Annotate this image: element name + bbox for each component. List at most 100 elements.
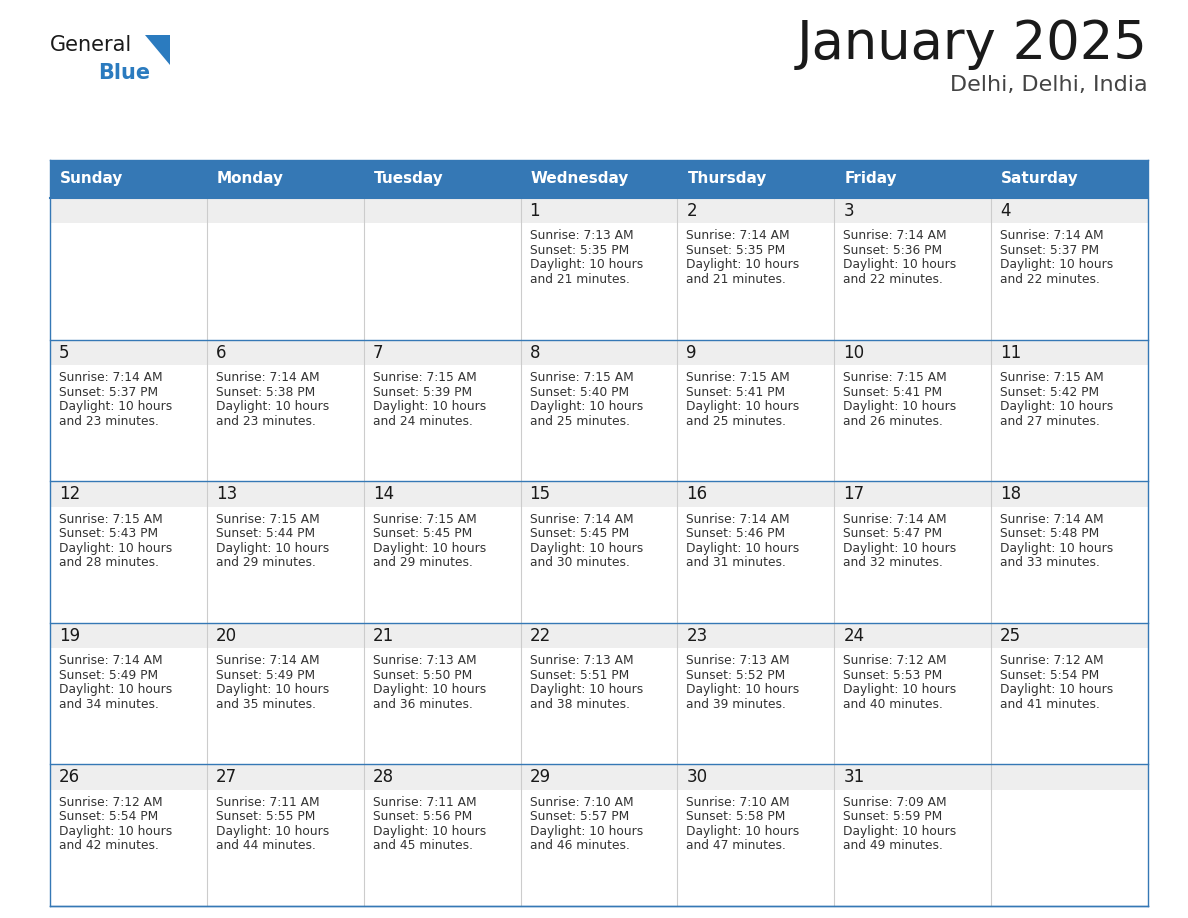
Text: Daylight: 10 hours: Daylight: 10 hours xyxy=(843,825,956,838)
Text: Sunset: 5:56 PM: Sunset: 5:56 PM xyxy=(373,811,472,823)
Bar xyxy=(50,789,207,906)
Bar xyxy=(364,507,520,622)
Text: Sunrise: 7:10 AM: Sunrise: 7:10 AM xyxy=(687,796,790,809)
Text: 24: 24 xyxy=(843,627,865,644)
Text: 20: 20 xyxy=(216,627,236,644)
Text: 29: 29 xyxy=(530,768,551,787)
Bar xyxy=(364,223,520,340)
Text: Sunset: 5:41 PM: Sunset: 5:41 PM xyxy=(687,386,785,398)
Text: Sunset: 5:54 PM: Sunset: 5:54 PM xyxy=(59,811,158,823)
Text: 26: 26 xyxy=(59,768,80,787)
Bar xyxy=(50,160,1148,198)
Text: Sunset: 5:50 PM: Sunset: 5:50 PM xyxy=(373,669,472,682)
Text: 16: 16 xyxy=(687,486,708,503)
Bar xyxy=(677,481,834,507)
Bar xyxy=(207,648,364,765)
Text: 1: 1 xyxy=(530,202,541,220)
Text: Sunrise: 7:13 AM: Sunrise: 7:13 AM xyxy=(687,655,790,667)
Bar xyxy=(834,340,991,365)
Text: Sunrise: 7:14 AM: Sunrise: 7:14 AM xyxy=(1000,230,1104,242)
Text: Sunrise: 7:14 AM: Sunrise: 7:14 AM xyxy=(843,512,947,526)
Text: Sunset: 5:36 PM: Sunset: 5:36 PM xyxy=(843,244,942,257)
Text: 22: 22 xyxy=(530,627,551,644)
Bar xyxy=(520,622,677,648)
Text: and 35 minutes.: and 35 minutes. xyxy=(216,698,316,711)
Bar xyxy=(991,198,1148,223)
Bar xyxy=(991,507,1148,622)
Text: and 21 minutes.: and 21 minutes. xyxy=(530,273,630,286)
Bar xyxy=(834,507,991,622)
Bar xyxy=(677,622,834,648)
Bar xyxy=(50,340,207,365)
Text: and 32 minutes.: and 32 minutes. xyxy=(843,556,943,569)
Text: Sunrise: 7:14 AM: Sunrise: 7:14 AM xyxy=(843,230,947,242)
Bar xyxy=(50,365,207,481)
Text: 15: 15 xyxy=(530,486,551,503)
Text: 25: 25 xyxy=(1000,627,1022,644)
Text: and 47 minutes.: and 47 minutes. xyxy=(687,839,786,853)
Text: and 23 minutes.: and 23 minutes. xyxy=(216,415,316,428)
Text: Daylight: 10 hours: Daylight: 10 hours xyxy=(687,542,800,554)
Text: Sunset: 5:49 PM: Sunset: 5:49 PM xyxy=(59,669,158,682)
Bar xyxy=(364,340,520,365)
Bar xyxy=(991,789,1148,906)
Text: Sunset: 5:35 PM: Sunset: 5:35 PM xyxy=(687,244,785,257)
Text: Sunset: 5:54 PM: Sunset: 5:54 PM xyxy=(1000,669,1099,682)
Text: Daylight: 10 hours: Daylight: 10 hours xyxy=(59,400,172,413)
Bar xyxy=(50,622,207,648)
Bar xyxy=(364,365,520,481)
Text: Sunrise: 7:14 AM: Sunrise: 7:14 AM xyxy=(687,512,790,526)
Text: Sunset: 5:46 PM: Sunset: 5:46 PM xyxy=(687,527,785,540)
Text: Sunrise: 7:13 AM: Sunrise: 7:13 AM xyxy=(530,655,633,667)
Bar xyxy=(364,198,520,223)
Bar xyxy=(207,223,364,340)
Bar xyxy=(520,789,677,906)
Text: 10: 10 xyxy=(843,343,865,362)
Text: Daylight: 10 hours: Daylight: 10 hours xyxy=(687,825,800,838)
Text: Sunrise: 7:12 AM: Sunrise: 7:12 AM xyxy=(59,796,163,809)
Text: 19: 19 xyxy=(59,627,80,644)
Text: Monday: Monday xyxy=(217,172,284,186)
Bar xyxy=(677,765,834,789)
Bar xyxy=(834,648,991,765)
Text: 11: 11 xyxy=(1000,343,1022,362)
Text: Sunrise: 7:13 AM: Sunrise: 7:13 AM xyxy=(530,230,633,242)
Text: Sunset: 5:39 PM: Sunset: 5:39 PM xyxy=(373,386,472,398)
Bar xyxy=(677,223,834,340)
Text: Sunset: 5:55 PM: Sunset: 5:55 PM xyxy=(216,811,315,823)
Text: Sunset: 5:40 PM: Sunset: 5:40 PM xyxy=(530,386,628,398)
Text: Sunset: 5:42 PM: Sunset: 5:42 PM xyxy=(1000,386,1099,398)
Text: and 29 minutes.: and 29 minutes. xyxy=(216,556,316,569)
Text: 4: 4 xyxy=(1000,202,1011,220)
Text: 9: 9 xyxy=(687,343,697,362)
Text: Sunday: Sunday xyxy=(61,172,124,186)
Bar xyxy=(677,198,834,223)
Text: 23: 23 xyxy=(687,627,708,644)
Bar xyxy=(834,223,991,340)
Text: Sunset: 5:53 PM: Sunset: 5:53 PM xyxy=(843,669,942,682)
Text: Sunrise: 7:15 AM: Sunrise: 7:15 AM xyxy=(216,512,320,526)
Text: Daylight: 10 hours: Daylight: 10 hours xyxy=(530,400,643,413)
Text: Daylight: 10 hours: Daylight: 10 hours xyxy=(530,683,643,696)
Bar xyxy=(520,223,677,340)
Text: and 49 minutes.: and 49 minutes. xyxy=(843,839,943,853)
Bar xyxy=(50,765,207,789)
Text: Daylight: 10 hours: Daylight: 10 hours xyxy=(59,542,172,554)
Text: Sunset: 5:58 PM: Sunset: 5:58 PM xyxy=(687,811,785,823)
Bar xyxy=(520,507,677,622)
Bar xyxy=(207,340,364,365)
Bar xyxy=(834,198,991,223)
Text: General: General xyxy=(50,35,132,55)
Text: Sunset: 5:51 PM: Sunset: 5:51 PM xyxy=(530,669,628,682)
Bar xyxy=(834,622,991,648)
Polygon shape xyxy=(145,35,170,65)
Bar xyxy=(364,622,520,648)
Bar xyxy=(834,765,991,789)
Text: 21: 21 xyxy=(373,627,394,644)
Text: and 46 minutes.: and 46 minutes. xyxy=(530,839,630,853)
Text: and 34 minutes.: and 34 minutes. xyxy=(59,698,159,711)
Text: Sunrise: 7:14 AM: Sunrise: 7:14 AM xyxy=(216,371,320,384)
Text: 6: 6 xyxy=(216,343,227,362)
Text: and 28 minutes.: and 28 minutes. xyxy=(59,556,159,569)
Bar xyxy=(207,789,364,906)
